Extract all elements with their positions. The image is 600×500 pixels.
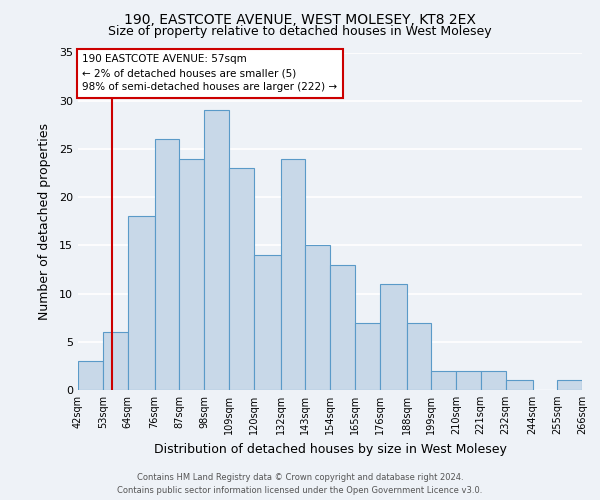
Bar xyxy=(305,246,330,390)
Bar xyxy=(380,284,407,390)
Bar xyxy=(78,361,103,390)
Y-axis label: Number of detached properties: Number of detached properties xyxy=(38,122,50,320)
Bar xyxy=(179,158,204,390)
Bar xyxy=(103,332,128,390)
Bar xyxy=(204,110,229,390)
Text: 190 EASTCOTE AVENUE: 57sqm
← 2% of detached houses are smaller (5)
98% of semi-d: 190 EASTCOTE AVENUE: 57sqm ← 2% of detac… xyxy=(83,54,338,92)
Bar xyxy=(557,380,582,390)
Bar xyxy=(505,380,533,390)
Bar xyxy=(155,140,179,390)
Bar xyxy=(128,216,155,390)
Bar xyxy=(281,158,305,390)
Text: 190, EASTCOTE AVENUE, WEST MOLESEY, KT8 2EX: 190, EASTCOTE AVENUE, WEST MOLESEY, KT8 … xyxy=(124,12,476,26)
Bar xyxy=(330,264,355,390)
Bar xyxy=(355,322,380,390)
Bar xyxy=(456,370,481,390)
Text: Size of property relative to detached houses in West Molesey: Size of property relative to detached ho… xyxy=(108,25,492,38)
Text: Contains HM Land Registry data © Crown copyright and database right 2024.
Contai: Contains HM Land Registry data © Crown c… xyxy=(118,473,482,495)
Bar xyxy=(229,168,254,390)
Bar xyxy=(481,370,505,390)
Bar xyxy=(254,255,281,390)
X-axis label: Distribution of detached houses by size in West Molesey: Distribution of detached houses by size … xyxy=(154,442,506,456)
Bar xyxy=(407,322,431,390)
Bar xyxy=(431,370,456,390)
